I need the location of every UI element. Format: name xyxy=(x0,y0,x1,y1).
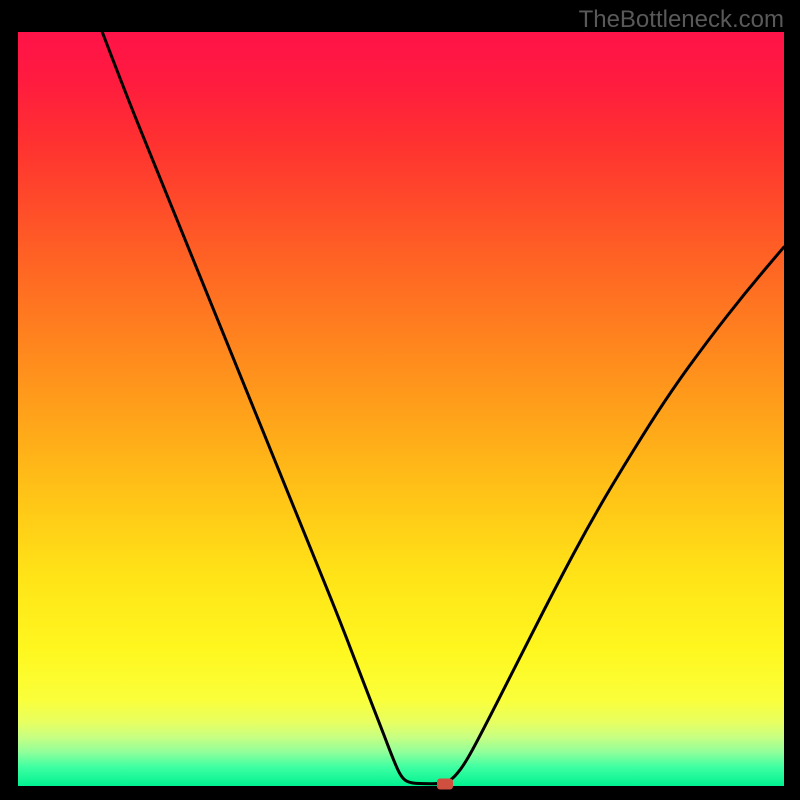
chart-frame: TheBottleneck.com xyxy=(0,0,800,800)
plot-area xyxy=(18,32,784,786)
bottleneck-curve xyxy=(18,32,784,786)
watermark-text: TheBottleneck.com xyxy=(579,6,784,34)
optimal-point-marker xyxy=(437,778,453,789)
